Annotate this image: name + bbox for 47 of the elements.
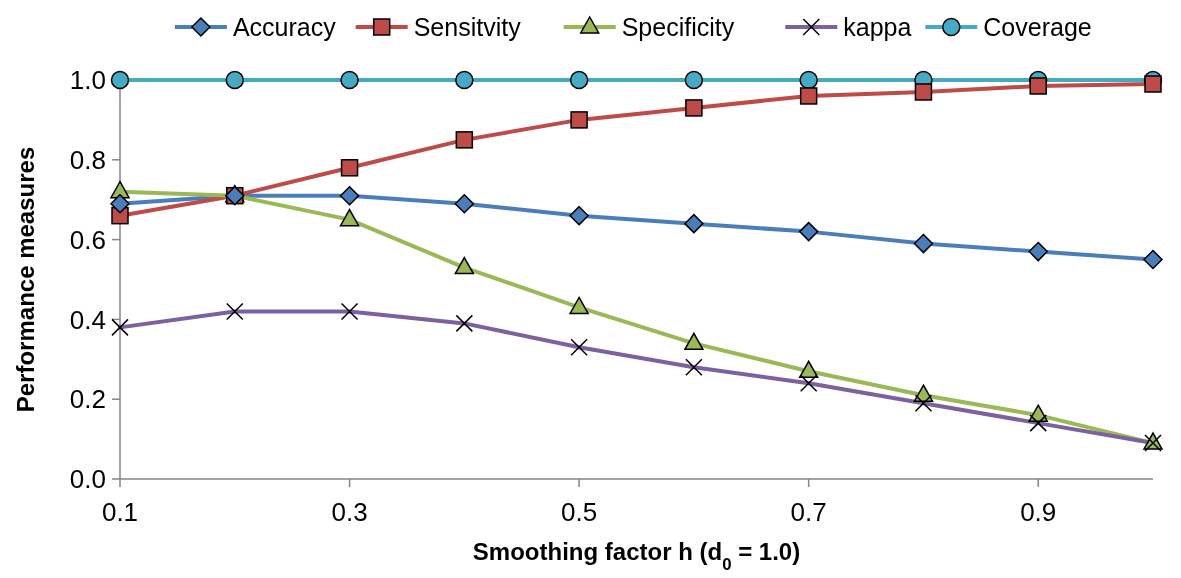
point [799,70,818,90]
point [684,70,704,90]
point [1144,75,1162,93]
point [799,87,818,105]
legend-label: Specificity [621,13,735,41]
point [570,111,588,129]
point [340,159,359,177]
point [339,208,360,227]
point [569,205,589,226]
point [110,193,130,214]
x-axis-title: Smoothing factor h (d$_{0}$ = 1.0) [472,538,801,574]
x-tick-label: 0.1 [101,497,139,527]
y-tick-label: 0.6 [69,224,106,255]
y-tick-label: 0.2 [69,384,106,415]
y-tick-label: 0.0 [69,464,106,495]
point [569,296,589,315]
legend-label: Sensitvity [413,13,522,41]
point [110,70,130,90]
point [685,99,703,117]
x-tick-label: 0.7 [790,497,827,527]
point [1028,241,1048,262]
point [798,360,819,379]
legend-label: kappa [843,13,912,41]
point [569,70,589,90]
y-axis-title: Performance measures [12,146,39,413]
x-tick-label: 0.5 [561,497,598,527]
point [914,83,933,101]
point [340,70,359,90]
point [684,332,704,351]
y-tick-label: 0.4 [69,304,106,335]
legend-label: Coverage [983,13,1092,41]
point [225,70,245,90]
point [455,70,474,90]
point [454,193,475,214]
point [1029,77,1047,95]
point [798,221,819,242]
point [684,213,704,234]
point [455,131,474,149]
x-tick-label: 0.3 [331,497,368,527]
point [913,233,934,254]
legend-label: Accuracy [232,13,337,41]
y-tick-label: 0.8 [69,144,106,175]
point [339,185,360,206]
x-tick-label: 0.9 [1020,497,1057,527]
point [454,256,475,275]
y-tick-label: 1.0 [69,65,106,96]
point [1143,249,1163,270]
